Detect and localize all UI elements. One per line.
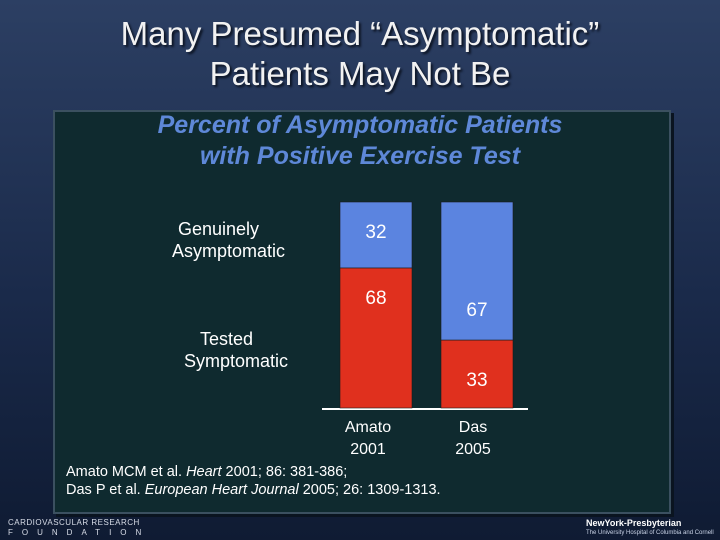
data-label: 32	[365, 222, 386, 243]
bar-segment-genuinely-asymptomatic-2	[440, 201, 514, 341]
data-label: 68	[365, 288, 386, 309]
legend-label-line: Genuinely	[178, 219, 260, 239]
data-label: 67	[466, 300, 487, 321]
crf-logo: CARDIOVASCULAR RESEARCH FOUNDATION	[8, 518, 150, 538]
references: Amato MCM et al. Heart 2001; 86: 381-386…	[66, 463, 441, 499]
legend-label-line: Symptomatic	[184, 351, 289, 371]
legend-label-genuinely-asymptomatic: Genuinely Asymptomatic	[160, 218, 310, 262]
chart-panel	[53, 110, 671, 514]
slide-title: Many Presumed “Asymptomatic” Patients Ma…	[0, 14, 720, 94]
reference-2: Das P et al. European Heart Journal 2005…	[66, 482, 441, 498]
legend-label-line: Asymptomatic	[172, 241, 286, 261]
x-tick-label: 2001	[350, 441, 386, 458]
x-tick-label: Amato	[345, 419, 391, 436]
legend-label-tested-symptomatic: Tested Symptomatic	[170, 328, 320, 372]
chart-title-line-1: Percent of Asymptomatic Patients	[157, 111, 563, 139]
data-label: 33	[466, 370, 487, 391]
bar-segment-tested-symptomatic-2	[440, 339, 514, 409]
crf-logo-line-1: CARDIOVASCULAR RESEARCH	[8, 518, 140, 527]
chart-title-line-2: with Positive Exercise Test	[199, 142, 521, 170]
bar-segment-genuinely-asymptomatic-1	[339, 201, 413, 269]
nyp-logo-line-1: NewYork-Presbyterian	[586, 518, 682, 528]
nyp-logo-line-2: The University Hospital of Columbia and …	[586, 530, 714, 536]
nyp-logo: NewYork-Presbyterian The University Hosp…	[586, 518, 714, 538]
slide-title-line-1: Many Presumed “Asymptomatic”	[120, 15, 600, 52]
legend-label-line: Tested	[200, 329, 254, 349]
x-tick-label: 2005	[455, 441, 491, 458]
bar-segment-tested-symptomatic-1	[339, 267, 413, 409]
slide-title-line-2: Patients May Not Be	[209, 55, 511, 92]
reference-1: Amato MCM et al. Heart 2001; 86: 381-386…	[66, 464, 348, 480]
crf-logo-line-2: FOUNDATION	[8, 528, 151, 537]
x-tick-label: Das	[459, 419, 487, 436]
